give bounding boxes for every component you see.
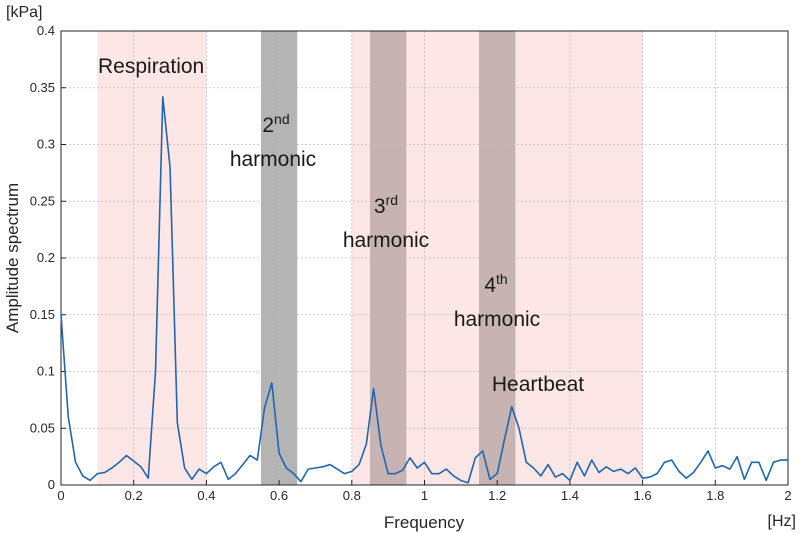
fourth-harmonic-suffix: th xyxy=(496,271,508,287)
x-tick-label: 2 xyxy=(784,488,791,503)
x-tick-label: 0.8 xyxy=(343,488,361,503)
y-tick-label: 0.25 xyxy=(30,193,55,208)
y-tick-label: 0.4 xyxy=(37,23,55,38)
respiration-label: Respiration xyxy=(98,55,204,78)
x-axis-ticks: 0 0.2 0.4 0.6 0.8 1 1.2 1.4 1.6 1.8 2 xyxy=(57,480,792,503)
third-harmonic-word: harmonic xyxy=(343,229,429,252)
fourth-harmonic-word: harmonic xyxy=(454,308,540,331)
x-tick-label: 0 xyxy=(57,488,64,503)
y-tick-label: 0.2 xyxy=(37,250,55,265)
x-tick-label: 1 xyxy=(421,488,428,503)
x-tick-label: 0.2 xyxy=(125,488,143,503)
respiration-band xyxy=(97,31,207,485)
third-harmonic-label: 3rd xyxy=(374,192,398,218)
second-harmonic-label: 2nd xyxy=(262,111,289,137)
grid-lines xyxy=(61,31,788,485)
y-tick-label: 0 xyxy=(48,477,55,492)
x-tick-label: 1.6 xyxy=(634,488,652,503)
second-harmonic-number: 2 xyxy=(262,114,274,137)
x-axis-label: Frequency xyxy=(384,513,465,532)
x-tick-label: 0.4 xyxy=(197,488,215,503)
fourth-harmonic-number: 4 xyxy=(484,274,496,297)
y-tick-label: 0.35 xyxy=(30,80,55,95)
x-tick-label: 1.8 xyxy=(706,488,724,503)
third-harmonic-band xyxy=(369,31,407,485)
y-axis-unit: [kPa] xyxy=(6,4,42,21)
y-tick-label: 0.05 xyxy=(30,420,55,435)
second-harmonic-word: harmonic xyxy=(230,148,316,171)
heartbeat-label: Heartbeat xyxy=(492,373,584,396)
amplitude-series-line xyxy=(60,96,788,484)
third-harmonic-number: 3 xyxy=(374,195,386,218)
y-tick-label: 0.3 xyxy=(37,137,55,152)
y-tick-label: 0.15 xyxy=(30,307,55,322)
second-harmonic-suffix: nd xyxy=(274,111,290,127)
x-tick-label: 1.4 xyxy=(561,488,579,503)
third-harmonic-suffix: rd xyxy=(386,192,398,208)
y-axis-ticks: 0 0.05 0.1 0.15 0.2 0.25 0.3 0.35 0.4 xyxy=(30,23,66,492)
x-tick-label: 0.6 xyxy=(270,488,288,503)
y-tick-label: 0.1 xyxy=(37,364,55,379)
x-tick-label: 1.2 xyxy=(488,488,506,503)
x-axis-unit: [Hz] xyxy=(768,513,796,530)
y-axis-label: Amplitude spectrum xyxy=(3,183,22,333)
fourth-harmonic-label: 4th xyxy=(484,271,507,297)
